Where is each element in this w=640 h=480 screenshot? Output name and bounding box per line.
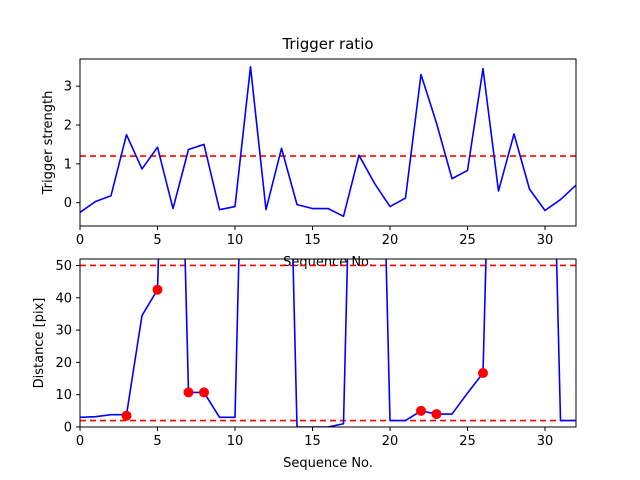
x-tick-label: 15 — [304, 233, 321, 248]
x-axis-label: Sequence No. — [283, 456, 373, 471]
x-tick-label: 0 — [76, 434, 84, 449]
x-tick-label: 25 — [459, 233, 476, 248]
y-tick-label: 40 — [55, 291, 72, 306]
data-marker — [431, 409, 442, 420]
y-tick-label: 10 — [55, 388, 72, 403]
y-tick-label: 50 — [55, 259, 72, 274]
data-marker — [416, 405, 426, 416]
subplot-2: 0 5 10 15 20 25 30 0 10 20 30 40 50 Sequence No. Dista… — [32, 258, 577, 471]
data-marker — [121, 410, 132, 421]
axes-frame — [79, 258, 577, 428]
series-line-1 — [80, 259, 576, 427]
x-tick-label: 0 — [76, 233, 84, 248]
data-marker — [183, 387, 194, 398]
y-tick-label: 2 — [64, 119, 72, 134]
x-tick-label: 5 — [153, 233, 161, 248]
x-tick-label: 10 — [227, 434, 244, 449]
series-line-1 — [80, 65, 576, 218]
y-axis-label: Distance [pix] — [32, 298, 47, 389]
x-tick-label: 20 — [382, 434, 399, 449]
data-marker — [152, 284, 163, 295]
subplot-1: 0 5 10 15 20 25 30 0 1 2 3 Trigger ratio Sequence No… — [41, 35, 577, 270]
x-tick-label: 10 — [227, 233, 244, 248]
data-marker — [478, 368, 488, 379]
y-tick-label: 30 — [55, 324, 72, 339]
x-axis-label: Sequence No. — [283, 255, 373, 270]
y-axis-label: Trigger strength — [41, 91, 56, 196]
x-tick-label: 30 — [537, 233, 554, 248]
x-tick-label: 15 — [304, 434, 321, 449]
data-marker — [199, 387, 209, 398]
y-tick-label: 20 — [55, 356, 72, 371]
axes-frame — [79, 58, 577, 227]
y-tick-label: 0 — [64, 421, 72, 436]
chart-title: Trigger ratio — [281, 35, 373, 53]
x-tick-label: 30 — [537, 434, 554, 449]
x-tick-label: 5 — [153, 434, 161, 449]
y-tick-label: 1 — [64, 157, 72, 172]
y-tick-label: 3 — [64, 80, 72, 95]
x-tick-label: 20 — [382, 233, 399, 248]
y-tick-label: 0 — [64, 196, 72, 211]
x-tick-label: 25 — [459, 434, 476, 449]
